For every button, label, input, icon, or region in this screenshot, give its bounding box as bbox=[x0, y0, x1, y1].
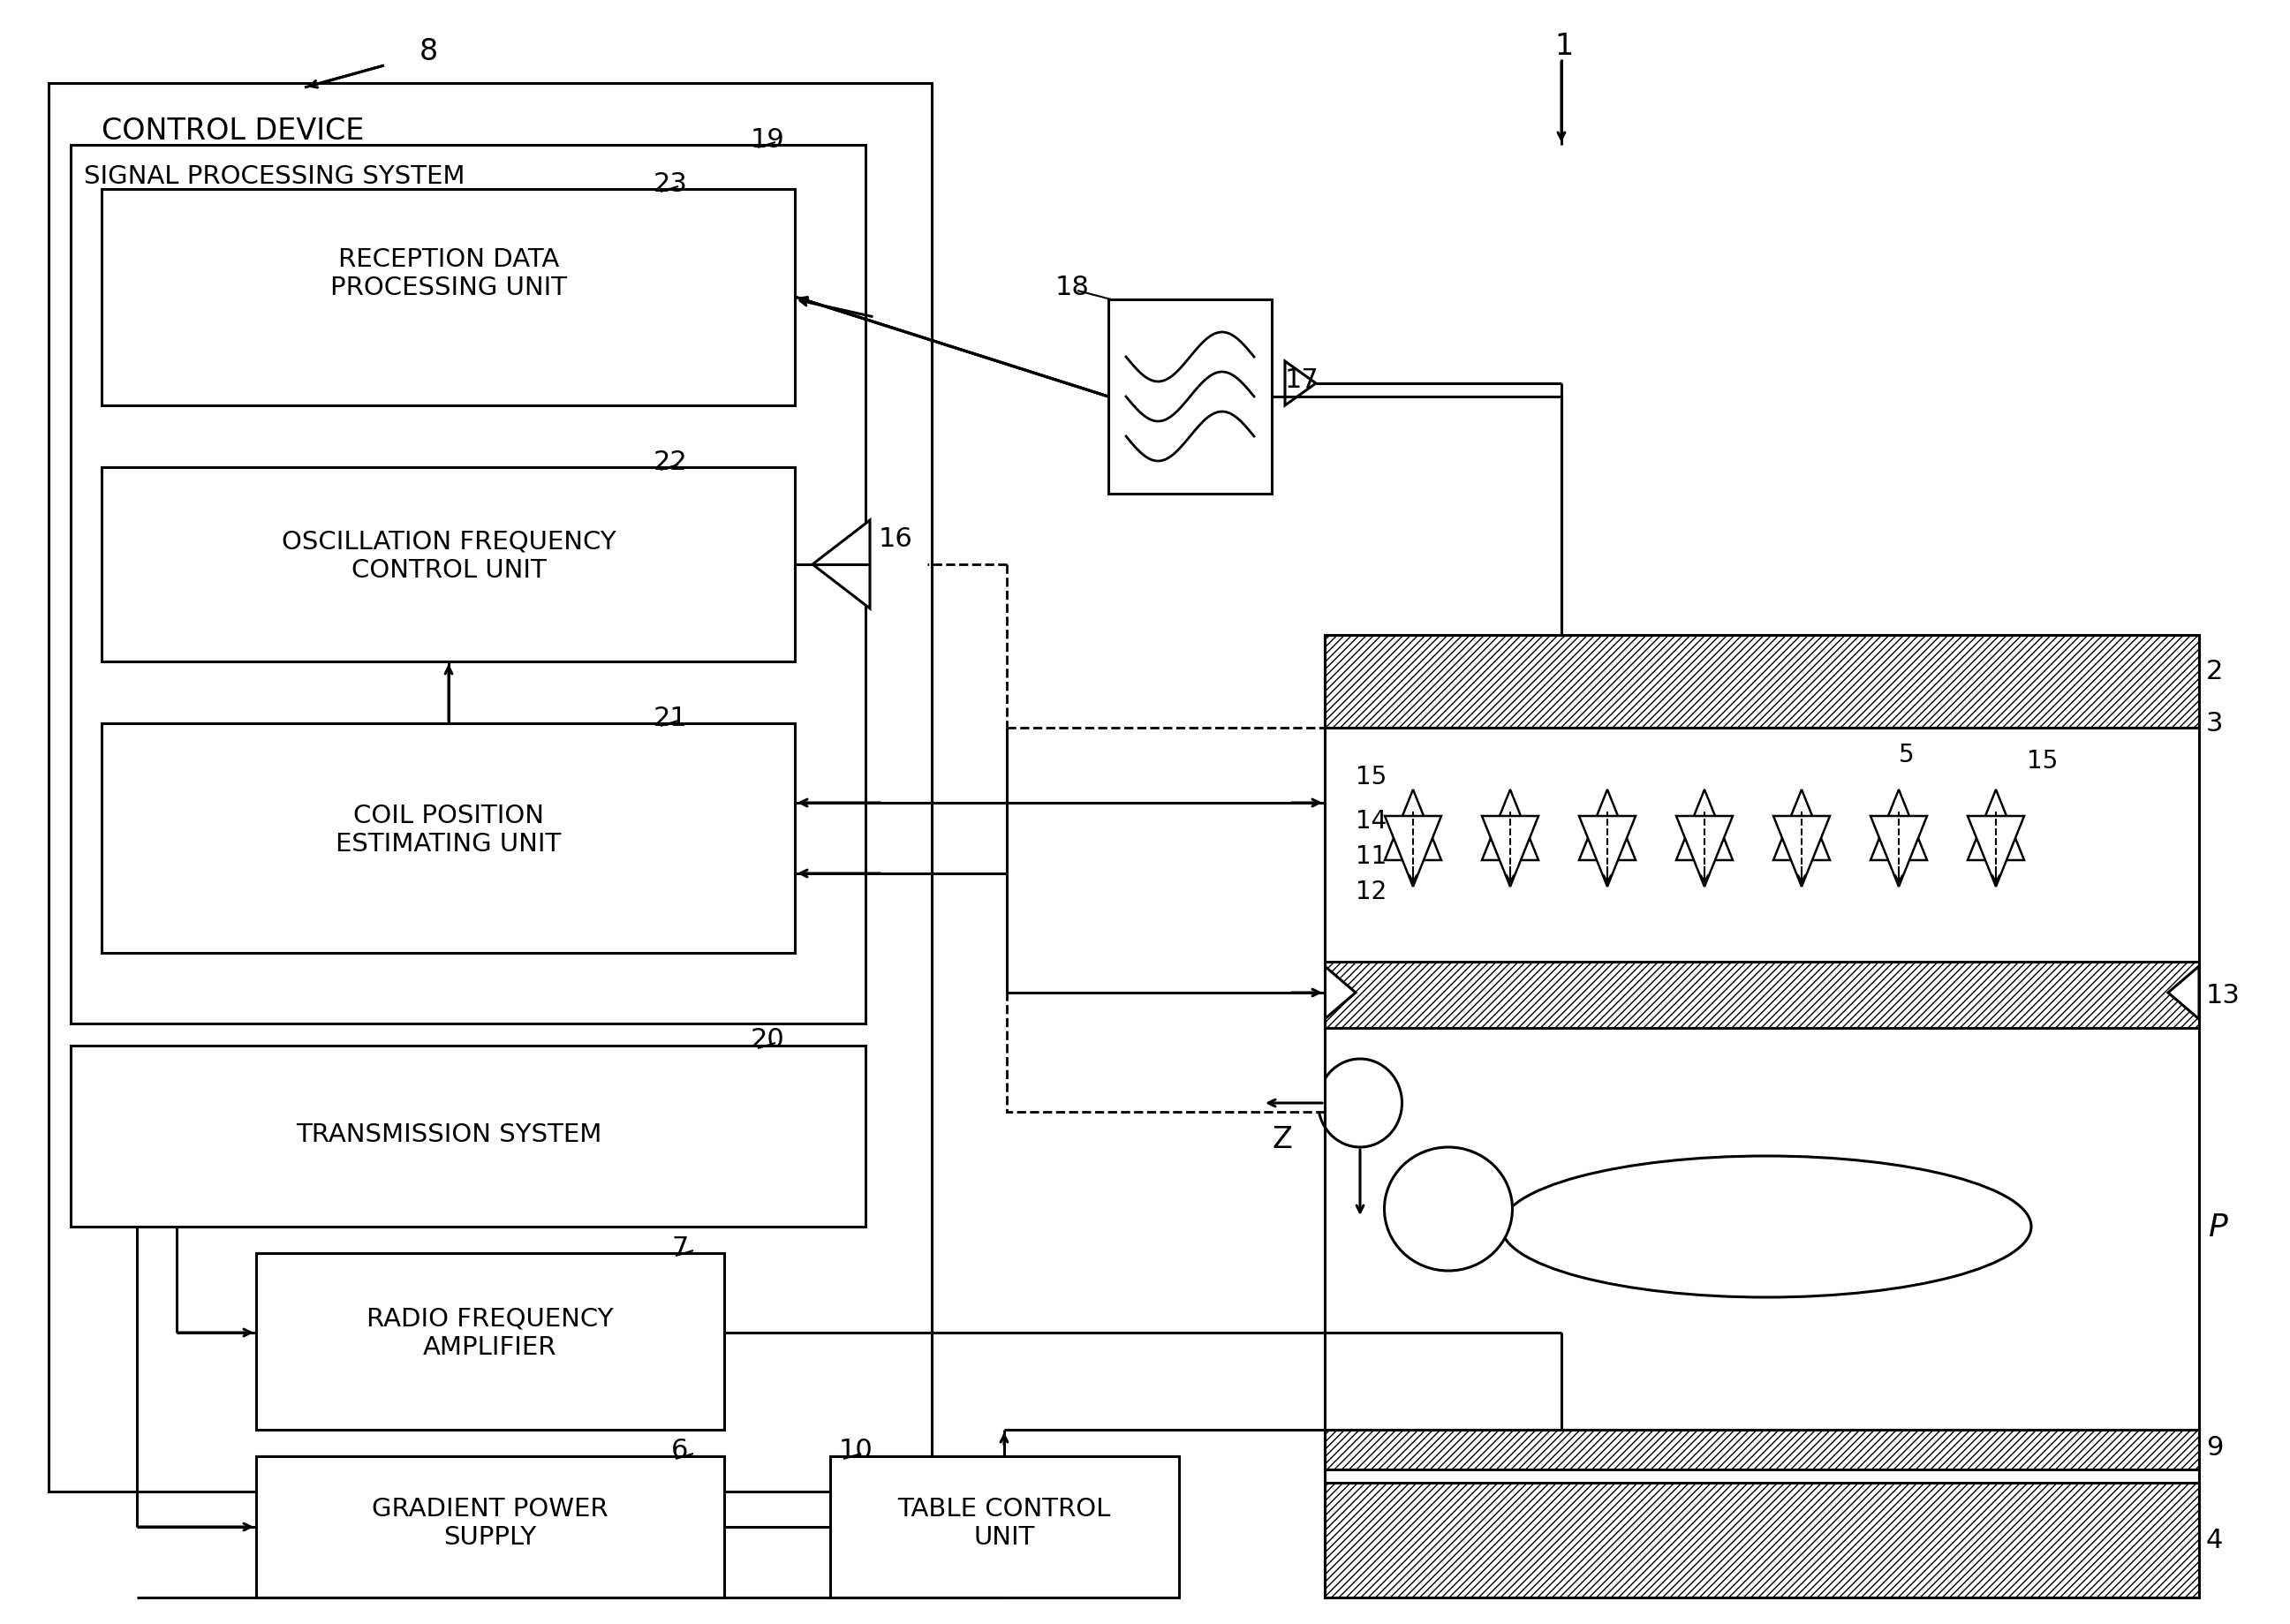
Polygon shape bbox=[1385, 789, 1440, 861]
Text: Z: Z bbox=[1271, 1124, 1292, 1153]
Text: 20: 20 bbox=[751, 1026, 785, 1052]
Polygon shape bbox=[1871, 789, 1926, 861]
Text: 10: 10 bbox=[838, 1437, 872, 1463]
Bar bbox=[1324, 961, 2198, 1028]
Text: 5: 5 bbox=[1898, 742, 1914, 767]
Bar bbox=[1324, 635, 2198, 728]
Text: 19: 19 bbox=[751, 127, 785, 153]
Polygon shape bbox=[1580, 789, 1635, 861]
Ellipse shape bbox=[1319, 1059, 1401, 1148]
Text: TABLE CONTROL
UNIT: TABLE CONTROL UNIT bbox=[898, 1496, 1111, 1549]
Bar bbox=[101, 724, 795, 953]
Text: 1: 1 bbox=[1555, 31, 1573, 60]
Text: 6: 6 bbox=[671, 1437, 689, 1463]
Polygon shape bbox=[1676, 817, 1734, 887]
Text: 12: 12 bbox=[1356, 879, 1388, 905]
Text: CONTROL DEVICE: CONTROL DEVICE bbox=[101, 115, 364, 145]
Ellipse shape bbox=[1502, 1156, 2031, 1298]
Text: COIL POSITION
ESTIMATING UNIT: COIL POSITION ESTIMATING UNIT bbox=[337, 802, 561, 856]
Text: SIGNAL PROCESSING SYSTEM: SIGNAL PROCESSING SYSTEM bbox=[85, 164, 465, 188]
Text: 2: 2 bbox=[2205, 658, 2224, 684]
Text: RECEPTION DATA
PROCESSING UNIT: RECEPTION DATA PROCESSING UNIT bbox=[330, 247, 568, 300]
Polygon shape bbox=[1772, 789, 1830, 861]
Polygon shape bbox=[1482, 789, 1539, 861]
Bar bbox=[831, 1457, 1179, 1598]
Text: TRANSMISSION SYSTEM: TRANSMISSION SYSTEM bbox=[295, 1122, 602, 1147]
Bar bbox=[256, 1457, 724, 1598]
Bar bbox=[48, 84, 932, 1491]
Text: 18: 18 bbox=[1056, 274, 1090, 300]
Polygon shape bbox=[1580, 817, 1635, 887]
Polygon shape bbox=[1967, 817, 2024, 887]
Polygon shape bbox=[1871, 817, 1926, 887]
Text: 7: 7 bbox=[671, 1234, 689, 1260]
Text: 9: 9 bbox=[2205, 1434, 2224, 1460]
Bar bbox=[71, 146, 866, 1023]
Bar bbox=[1008, 728, 1324, 1112]
Text: 3: 3 bbox=[2205, 711, 2224, 737]
Bar bbox=[101, 468, 795, 663]
Text: 17: 17 bbox=[1285, 367, 1319, 393]
Text: 14: 14 bbox=[1356, 809, 1388, 833]
Ellipse shape bbox=[1385, 1148, 1511, 1272]
Bar bbox=[101, 190, 795, 406]
Polygon shape bbox=[2169, 966, 2198, 1020]
Polygon shape bbox=[1482, 817, 1539, 887]
Text: P: P bbox=[2208, 1212, 2228, 1242]
Text: GRADIENT POWER
SUPPLY: GRADIENT POWER SUPPLY bbox=[371, 1496, 609, 1549]
Text: OSCILLATION FREQUENCY
CONTROL UNIT: OSCILLATION FREQUENCY CONTROL UNIT bbox=[282, 529, 616, 583]
Bar bbox=[1324, 1483, 2198, 1598]
Text: 16: 16 bbox=[879, 526, 914, 551]
Text: 21: 21 bbox=[653, 705, 687, 731]
Text: 11: 11 bbox=[1356, 844, 1388, 869]
Text: 8: 8 bbox=[419, 37, 437, 65]
Polygon shape bbox=[1385, 817, 1440, 887]
Text: 22: 22 bbox=[653, 448, 687, 474]
Polygon shape bbox=[1285, 362, 1317, 406]
Text: 15: 15 bbox=[2027, 749, 2059, 773]
Polygon shape bbox=[1967, 789, 2024, 861]
Polygon shape bbox=[813, 521, 870, 609]
Text: 13: 13 bbox=[2205, 983, 2240, 1009]
Text: 23: 23 bbox=[653, 171, 687, 197]
Text: 15: 15 bbox=[1356, 765, 1388, 789]
Polygon shape bbox=[1772, 817, 1830, 887]
Bar bbox=[71, 1046, 866, 1226]
Polygon shape bbox=[1324, 966, 1356, 1020]
Text: 4: 4 bbox=[2205, 1527, 2224, 1553]
Text: RADIO FREQUENCY
AMPLIFIER: RADIO FREQUENCY AMPLIFIER bbox=[366, 1306, 614, 1359]
Bar bbox=[1108, 300, 1271, 494]
Bar bbox=[1324, 1429, 2198, 1470]
Bar bbox=[256, 1254, 724, 1429]
Polygon shape bbox=[1676, 789, 1734, 861]
